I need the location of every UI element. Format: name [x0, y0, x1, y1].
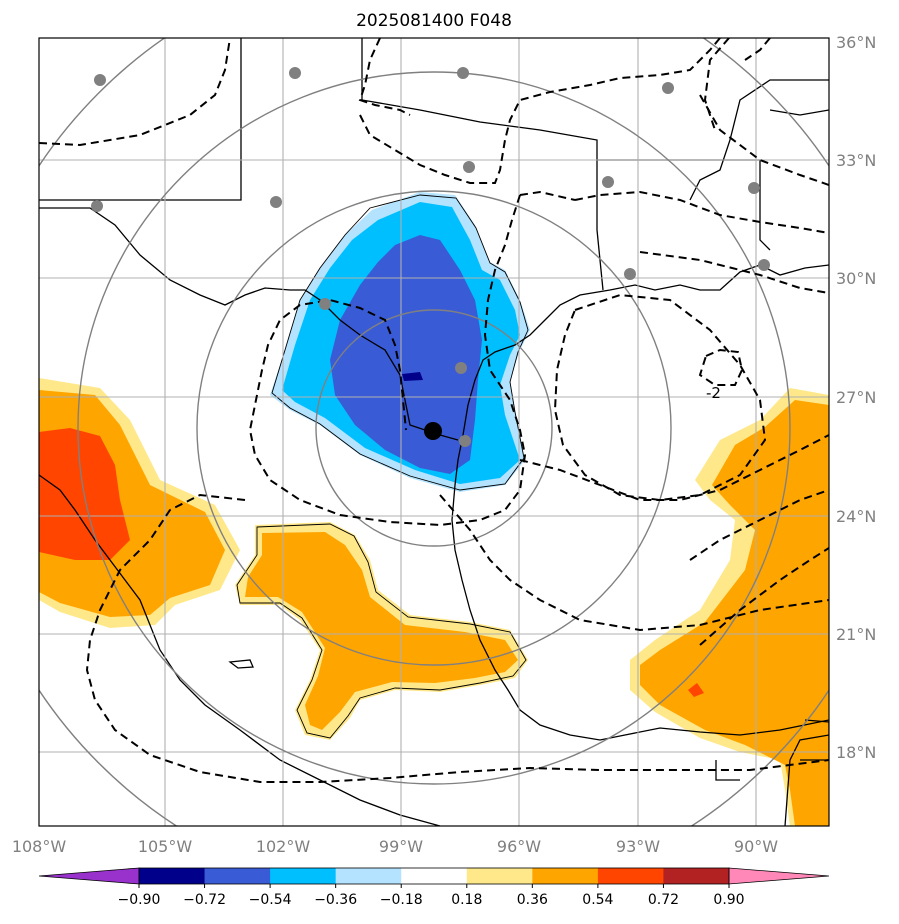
colorbar-segment — [204, 868, 271, 884]
lat-label: 18°N — [836, 743, 876, 762]
colorbar-tick-label: 0.54 — [582, 892, 613, 908]
negative-anomaly-fill — [270, 192, 530, 492]
range-rings — [39, 38, 829, 826]
station-dot — [270, 196, 282, 208]
colorbar-segment — [532, 868, 599, 884]
lon-label: 93°W — [616, 837, 660, 856]
map-title: 2025081400 F048 — [356, 11, 512, 31]
colorbar-extension-high — [728, 867, 830, 885]
colorbar-segment — [401, 868, 468, 884]
colorbar-frame — [138, 867, 730, 885]
station-dot — [662, 82, 674, 94]
lon-label: 108°W — [12, 837, 67, 856]
colorbar: −0.90 −0.72 −0.54 −0.36 −0.18 0.18 0.36 0.54 0.7… — [38, 867, 830, 908]
lon-label: 90°W — [734, 837, 778, 856]
colorbar-tick-label: 0.36 — [517, 892, 548, 908]
lon-label: 99°W — [379, 837, 423, 856]
lat-label: 30°N — [836, 269, 876, 288]
longitude-labels: 108°W 105°W 102°W 99°W 96°W 93°W 90°W — [12, 837, 778, 856]
lat-label: 24°N — [836, 507, 876, 526]
station-dot — [94, 74, 106, 86]
lat-label: 27°N — [836, 388, 876, 407]
lat-label: 33°N — [836, 151, 876, 170]
colorbar-tick-label: 0.72 — [648, 892, 679, 908]
contour-label: -2 — [706, 384, 721, 402]
station-dot — [624, 268, 636, 280]
colorbar-tick-label: −0.18 — [380, 892, 423, 908]
lat-lon-gridlines — [39, 38, 829, 826]
lon-label: 96°W — [497, 837, 541, 856]
colorbar-segment — [335, 868, 402, 884]
colorbar-tick-label: −0.72 — [183, 892, 226, 908]
colorbar-segment — [466, 868, 533, 884]
map-frame — [38, 37, 830, 827]
station-dot — [748, 182, 760, 194]
lat-label: 21°N — [836, 625, 876, 644]
dashed-contours — [39, 38, 829, 783]
colorbar-tick-label: 0.90 — [713, 892, 744, 908]
lat-label: 36°N — [836, 33, 876, 52]
colorbar-segment — [270, 868, 337, 884]
station-dot — [289, 67, 301, 79]
colorbar-segment — [663, 868, 730, 884]
station-dot — [459, 435, 471, 447]
anomaly-contour-outline — [236, 194, 529, 739]
station-dot — [602, 176, 614, 188]
station-dot — [319, 298, 331, 310]
colorbar-tick-label: 0.18 — [451, 892, 482, 908]
map-area: -2 — [39, 38, 829, 826]
station-dot — [758, 259, 770, 271]
colorbar-extension-low — [38, 867, 140, 885]
colorbar-segment — [597, 868, 664, 884]
station-dot — [91, 200, 103, 212]
lon-label: 102°W — [256, 837, 311, 856]
station-dot — [455, 362, 467, 374]
station-dot — [463, 161, 475, 173]
station-dot — [457, 67, 469, 79]
colorbar-segment — [139, 868, 206, 884]
storm-center-marker — [424, 422, 442, 440]
lon-label: 105°W — [138, 837, 193, 856]
colorbar-tick-label: −0.36 — [314, 892, 357, 908]
station-markers — [91, 67, 770, 447]
colorbar-tick-label: −0.90 — [118, 892, 161, 908]
colorbar-tick-label: −0.54 — [249, 892, 292, 908]
latitude-labels: 36°N 33°N 30°N 27°N 24°N 21°N 18°N — [836, 33, 876, 762]
coastlines-borders — [39, 38, 829, 826]
